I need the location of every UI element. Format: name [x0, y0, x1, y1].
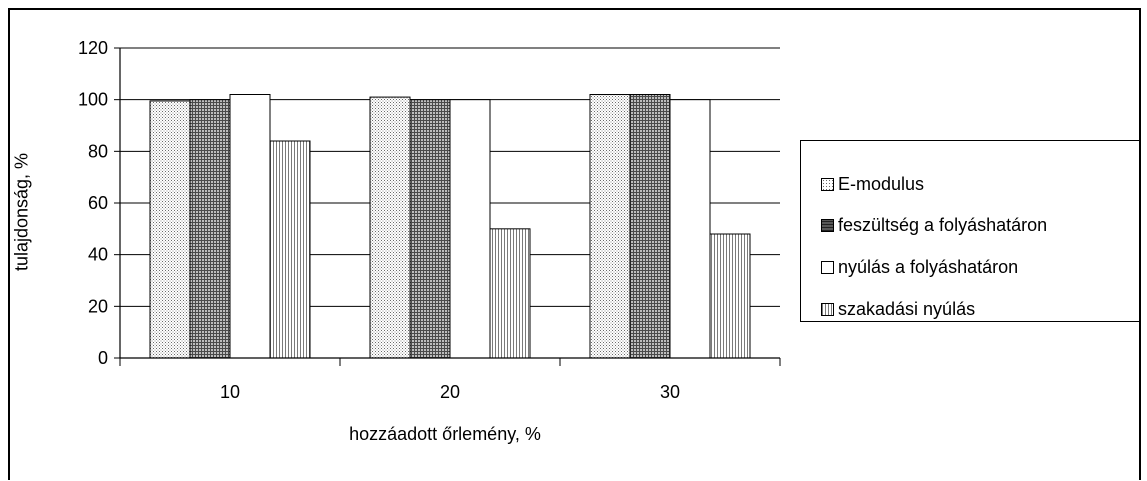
bar-feszultseg-a-folyashataron-20	[409, 99, 451, 359]
bar-szakadasi-nyulas-30	[709, 233, 751, 359]
bar-szakadasi-nyulas-20	[489, 228, 531, 359]
legend-swatch-nyulas	[821, 260, 834, 274]
bar-e-modulus-20	[369, 96, 411, 359]
legend-item-nyulas: nyúlás a folyáshatáron	[821, 256, 1018, 278]
legend-label-feszultseg: feszültség a folyáshatáron	[838, 214, 1048, 235]
y-tick-label-0: 0	[98, 348, 108, 368]
y-tick-label-40: 40	[88, 245, 108, 265]
legend-label-e-modulus: E-modulus	[838, 173, 925, 194]
legend-item-szakadasi: szakadási nyúlás	[821, 298, 975, 320]
x-tick-label-30: 30	[660, 382, 680, 402]
legend-label-nyulas: nyúlás a folyáshatáron	[838, 256, 1019, 277]
bar-nyulas-a-folyashataron-20	[449, 99, 491, 359]
bar-feszultseg-a-folyashataron-10	[189, 99, 231, 359]
legend: E-modulus feszültség a folyáshatáron nyú…	[800, 140, 1140, 322]
legend-swatch-feszultseg	[821, 218, 834, 232]
legend-swatch-szakadasi	[821, 302, 834, 316]
x-axis-title: hozzáadott őrlemény, %	[349, 424, 541, 444]
y-axis-title: tulajdonság, %	[11, 152, 32, 272]
y-tick-label-20: 20	[88, 296, 108, 316]
legend-item-e-modulus: E-modulus	[821, 173, 924, 195]
y-tick-label-60: 60	[88, 193, 108, 213]
bar-nyulas-a-folyashataron-10	[229, 94, 271, 359]
y-tick-label-100: 100	[78, 90, 108, 110]
legend-label-szakadasi: szakadási nyúlás	[838, 298, 976, 319]
bar-szakadasi-nyulas-10	[269, 140, 311, 359]
legend-item-feszultseg: feszültség a folyáshatáron	[821, 214, 1047, 236]
y-tick-label-120: 120	[78, 38, 108, 58]
x-tick-label-10: 10	[220, 382, 240, 402]
bar-e-modulus-30	[589, 94, 631, 359]
bar-feszultseg-a-folyashataron-30	[629, 94, 671, 359]
bar-nyulas-a-folyashataron-30	[669, 99, 711, 359]
y-tick-label-80: 80	[88, 141, 108, 161]
bar-e-modulus-10	[149, 100, 191, 359]
x-tick-label-20: 20	[440, 382, 460, 402]
legend-swatch-e-modulus	[821, 177, 834, 191]
